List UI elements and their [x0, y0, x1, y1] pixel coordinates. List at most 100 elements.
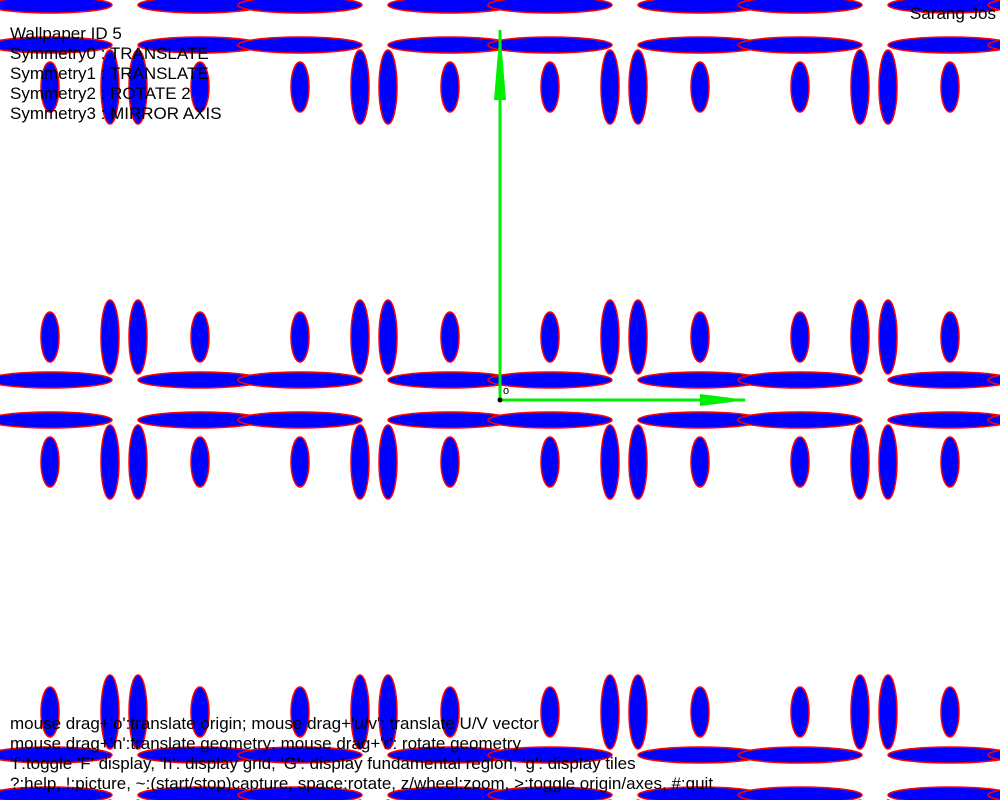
- tile-v: [378, 299, 398, 375]
- tile-v: [690, 61, 710, 113]
- tile-v: [540, 61, 560, 113]
- help-line: mouse drag+'o':translate origin; mouse d…: [10, 714, 539, 733]
- tile-v: [940, 436, 960, 488]
- tile-h: [237, 746, 363, 764]
- tile-v: [100, 299, 120, 375]
- tile-v: [690, 686, 710, 738]
- tile-v: [190, 436, 210, 488]
- tile-v: [378, 674, 398, 750]
- tile-h: [237, 36, 363, 54]
- tile-v: [878, 674, 898, 750]
- tile-v: [440, 311, 460, 363]
- tile-h: [887, 746, 1000, 764]
- help-line: ?:help, !:picture, ~:(start/stop)capture…: [10, 774, 713, 793]
- tile-h: [0, 371, 113, 389]
- tile-v: [440, 436, 460, 488]
- tile-h: [0, 0, 113, 14]
- tile-v: [100, 674, 120, 750]
- origin-dot: [497, 397, 503, 403]
- tile-v: [850, 49, 870, 125]
- tile-v: [290, 686, 310, 738]
- tile-h: [887, 786, 1000, 800]
- tile-v: [628, 49, 648, 125]
- tile-v: [350, 49, 370, 125]
- tile-v: [540, 311, 560, 363]
- title: Wallpaper ID 5: [10, 24, 122, 43]
- tile-v: [940, 686, 960, 738]
- tile-v: [940, 61, 960, 113]
- tile-h: [487, 371, 613, 389]
- tile-h: [237, 786, 363, 800]
- tile-v: [128, 49, 148, 125]
- tile-v: [878, 49, 898, 125]
- tile-v: [600, 424, 620, 500]
- tile-v: [628, 424, 648, 500]
- tile-v: [190, 311, 210, 363]
- tile-h: [987, 749, 1000, 761]
- tile-v: [128, 299, 148, 375]
- tile-v: [128, 674, 148, 750]
- tile-h: [737, 786, 863, 800]
- tile-h: [737, 0, 863, 14]
- tile-v: [290, 61, 310, 113]
- tile-v: [290, 311, 310, 363]
- symmetry: Symmetry3 : MIRROR AXIS: [10, 104, 222, 123]
- tile-h: [887, 36, 1000, 54]
- tile-v: [540, 686, 560, 738]
- tile-h: [487, 411, 613, 429]
- tile-h: [987, 789, 1000, 800]
- tile-v: [128, 424, 148, 500]
- tile-v: [690, 436, 710, 488]
- tile-v: [440, 686, 460, 738]
- tile-v: [40, 61, 60, 113]
- tile-v: [690, 311, 710, 363]
- tile-h: [987, 0, 1000, 11]
- tile-v: [850, 424, 870, 500]
- tile-v: [790, 436, 810, 488]
- tile-h: [487, 36, 613, 54]
- tile-h: [237, 411, 363, 429]
- tile-v: [190, 61, 210, 113]
- tile-v: [850, 299, 870, 375]
- tile-h: [237, 0, 363, 14]
- author: Sarang Jos: [910, 4, 996, 23]
- tile-v: [600, 674, 620, 750]
- tile-v: [940, 311, 960, 363]
- tile-h: [487, 786, 613, 800]
- tile-v: [100, 49, 120, 125]
- help-line: mouse drag+'n':translate geometry; mouse…: [10, 734, 521, 753]
- origin-label: o: [503, 385, 509, 397]
- tile-v: [350, 424, 370, 500]
- tile-h: [737, 746, 863, 764]
- tile-h: [737, 371, 863, 389]
- tile-v: [850, 674, 870, 750]
- tile-h: [0, 786, 113, 800]
- tile-h: [737, 36, 863, 54]
- tile-h: [487, 746, 613, 764]
- tile-v: [790, 61, 810, 113]
- tile-h: [737, 411, 863, 429]
- symmetry: Symmetry1 : TRANSLATE: [10, 64, 209, 83]
- tile-h: [987, 39, 1000, 51]
- tile-v: [378, 49, 398, 125]
- tile-h: [487, 0, 613, 14]
- tile-v: [878, 299, 898, 375]
- tile-v: [290, 436, 310, 488]
- tile-h: [987, 374, 1000, 386]
- tile-v: [790, 686, 810, 738]
- tile-h: [0, 36, 113, 54]
- symmetry: Symmetry0 : TRANSLATE: [10, 44, 209, 63]
- tile-v: [190, 686, 210, 738]
- tile-h: [887, 0, 1000, 14]
- tile-v: [378, 424, 398, 500]
- tile-v: [600, 299, 620, 375]
- symmetry: Symmetry2 : ROTATE 2: [10, 84, 191, 103]
- tile-v: [40, 436, 60, 488]
- v-arrowhead: [494, 28, 506, 100]
- tile-v: [40, 686, 60, 738]
- tile-v: [628, 299, 648, 375]
- tile-v: [790, 311, 810, 363]
- tile-v: [40, 311, 60, 363]
